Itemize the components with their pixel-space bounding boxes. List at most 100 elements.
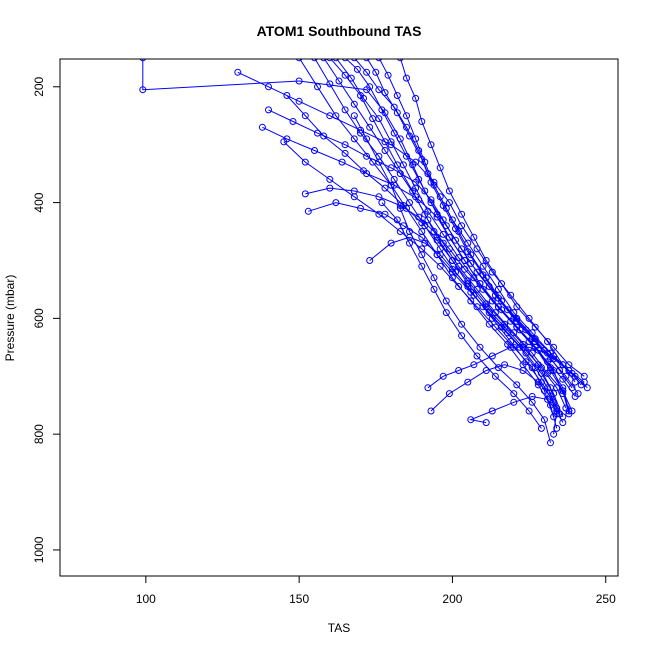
data-point	[139, 59, 147, 62]
data-point	[565, 361, 573, 369]
data-point	[396, 202, 404, 209]
series-10	[139, 59, 573, 415]
data-point	[553, 407, 561, 415]
data-point	[439, 230, 447, 238]
data-point	[482, 367, 490, 374]
data-point	[375, 86, 383, 94]
series-22	[350, 112, 554, 447]
data-point	[265, 83, 272, 91]
data-point	[387, 141, 395, 149]
data-point	[494, 285, 502, 293]
data-point	[427, 407, 435, 415]
series-line	[427, 346, 576, 389]
data-point	[301, 158, 309, 166]
data-point	[544, 349, 551, 357]
series-line	[469, 395, 558, 435]
data-point	[415, 196, 423, 204]
x-tick-label: 250	[596, 592, 616, 606]
data-point	[461, 257, 469, 264]
data-point	[403, 74, 410, 82]
data-point	[540, 416, 548, 424]
series-line	[336, 59, 576, 397]
data-point	[387, 239, 395, 247]
series-line	[323, 59, 573, 412]
series-5	[375, 59, 591, 392]
series-line	[142, 59, 570, 412]
data-point	[406, 132, 413, 140]
data-point	[519, 367, 527, 374]
data-point	[430, 274, 438, 282]
data-point	[421, 210, 429, 218]
data-point	[513, 303, 521, 311]
series-line	[268, 109, 573, 389]
y-tick-label: 1000	[32, 536, 46, 563]
series-line	[353, 115, 551, 443]
data-point	[427, 141, 435, 149]
data-point	[510, 343, 518, 351]
data-point	[341, 59, 349, 62]
data-point	[424, 216, 432, 224]
data-point	[430, 178, 438, 186]
data-point	[341, 149, 349, 157]
data-point	[547, 439, 554, 447]
data-point	[442, 297, 450, 305]
data-point	[265, 106, 272, 114]
data-point	[320, 59, 327, 62]
series-line	[366, 59, 585, 383]
data-point	[353, 65, 361, 73]
data-point	[430, 285, 438, 293]
data-point	[381, 89, 389, 97]
data-point	[473, 303, 481, 311]
data-point	[412, 178, 420, 186]
data-point	[498, 280, 505, 288]
data-point	[320, 132, 328, 140]
data-point	[510, 390, 518, 398]
x-tick-label: 150	[289, 592, 309, 606]
data-point	[559, 387, 567, 395]
data-point	[326, 184, 334, 192]
data-point	[458, 320, 466, 328]
data-point	[544, 338, 551, 345]
data-point	[375, 158, 383, 166]
data-point	[393, 109, 401, 117]
data-point	[301, 190, 309, 198]
series-18	[467, 393, 561, 438]
data-point	[378, 199, 386, 207]
data-point	[467, 416, 475, 424]
data-point	[510, 398, 518, 406]
data-point	[295, 97, 303, 105]
data-point	[289, 118, 297, 125]
data-point	[565, 410, 573, 418]
data-point	[565, 407, 573, 415]
data-point	[421, 239, 429, 247]
data-point	[412, 94, 420, 102]
data-point	[295, 59, 303, 62]
data-point	[485, 283, 493, 290]
data-point	[488, 352, 496, 360]
data-point	[467, 288, 475, 296]
series-line	[305, 187, 564, 394]
data-point	[421, 187, 429, 195]
data-point	[525, 314, 533, 322]
data-point	[470, 233, 478, 241]
x-tick-label: 200	[442, 592, 462, 606]
data-point	[559, 390, 567, 398]
data-point	[485, 309, 493, 317]
data-point	[427, 196, 435, 204]
data-point	[366, 123, 374, 131]
x-axis: 100 150 200 250	[136, 575, 616, 606]
data-point	[504, 329, 512, 337]
data-point	[439, 216, 447, 224]
data-point	[390, 103, 398, 111]
y-tick-label: 800	[32, 424, 46, 444]
data-point	[433, 236, 441, 244]
series-24	[378, 199, 545, 432]
data-point	[531, 323, 539, 331]
data-point	[396, 135, 404, 143]
data-point	[473, 352, 481, 360]
series-1	[351, 59, 585, 389]
data-point	[381, 138, 389, 146]
series-line	[314, 59, 564, 423]
data-point	[583, 384, 591, 392]
data-point	[439, 202, 447, 209]
